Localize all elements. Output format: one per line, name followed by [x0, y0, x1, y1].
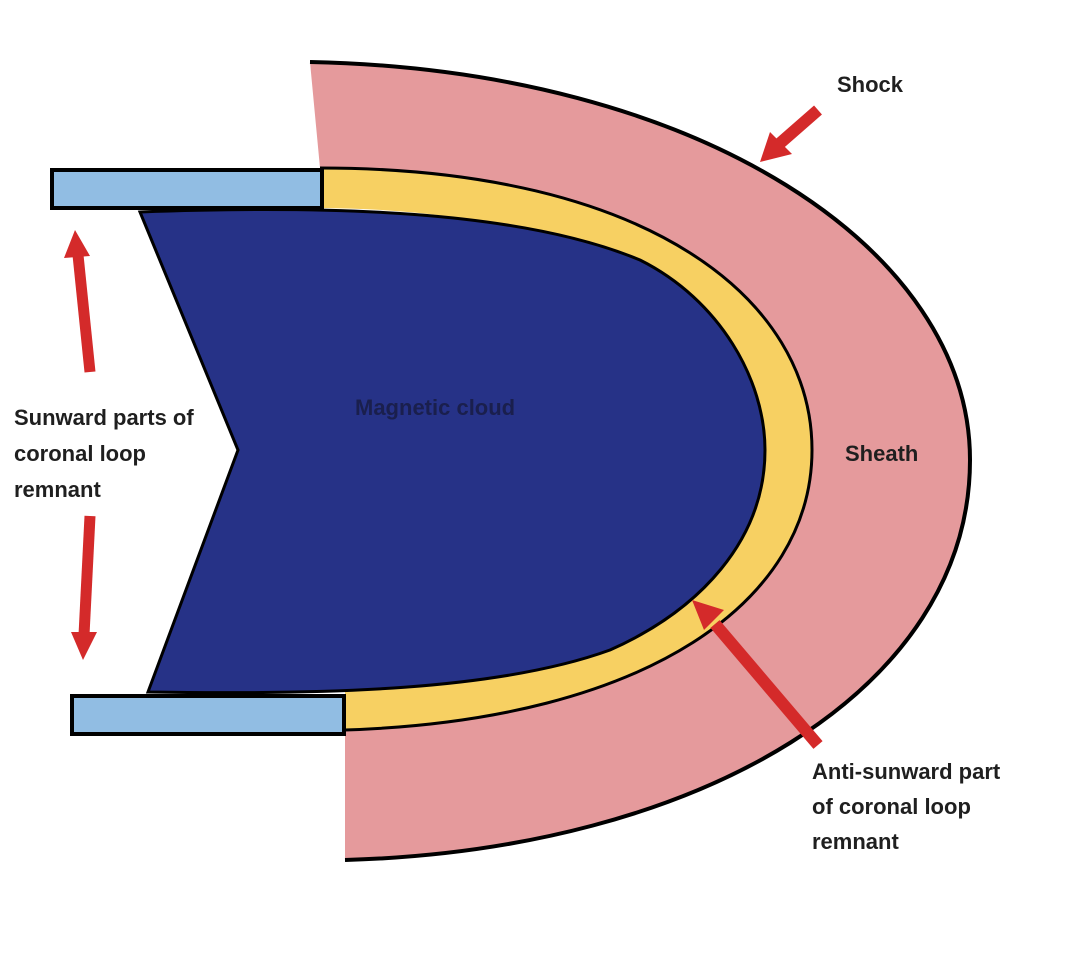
anti-sunward-label-line-1: Anti-sunward part: [812, 759, 1001, 784]
sunward-arrow-down: [71, 515, 97, 660]
shock-front: [309, 60, 973, 862]
sunward-label: Sunward parts of coronal loop remnant: [14, 405, 200, 502]
shock-arrow: [760, 105, 822, 162]
sunward-label-line-1: Sunward parts of: [14, 405, 194, 430]
anti-sunward-label-line-2: of coronal loop: [812, 794, 971, 819]
sheath-region: [310, 62, 970, 860]
anti-sunward-label: Anti-sunward part of coronal loop remnan…: [812, 759, 1006, 854]
sunward-arrow-up: [64, 230, 96, 373]
magnetic-cloud-region: [137, 207, 767, 695]
anti-sunward-label-line-3: remnant: [812, 829, 899, 854]
sheath-label: Sheath: [845, 441, 918, 466]
sunward-leg-bottom: [70, 694, 346, 736]
sunward-label-line-3: remnant: [14, 477, 101, 502]
magnetic-cloud-label: Magnetic cloud: [355, 395, 515, 420]
sunward-leg-top: [50, 168, 324, 210]
sunward-label-line-2: coronal loop: [14, 441, 146, 466]
anti-sunward-arrow: [692, 600, 823, 749]
loop-remnant-outer-edge: [319, 166, 814, 732]
shock-label: Shock: [837, 72, 904, 97]
